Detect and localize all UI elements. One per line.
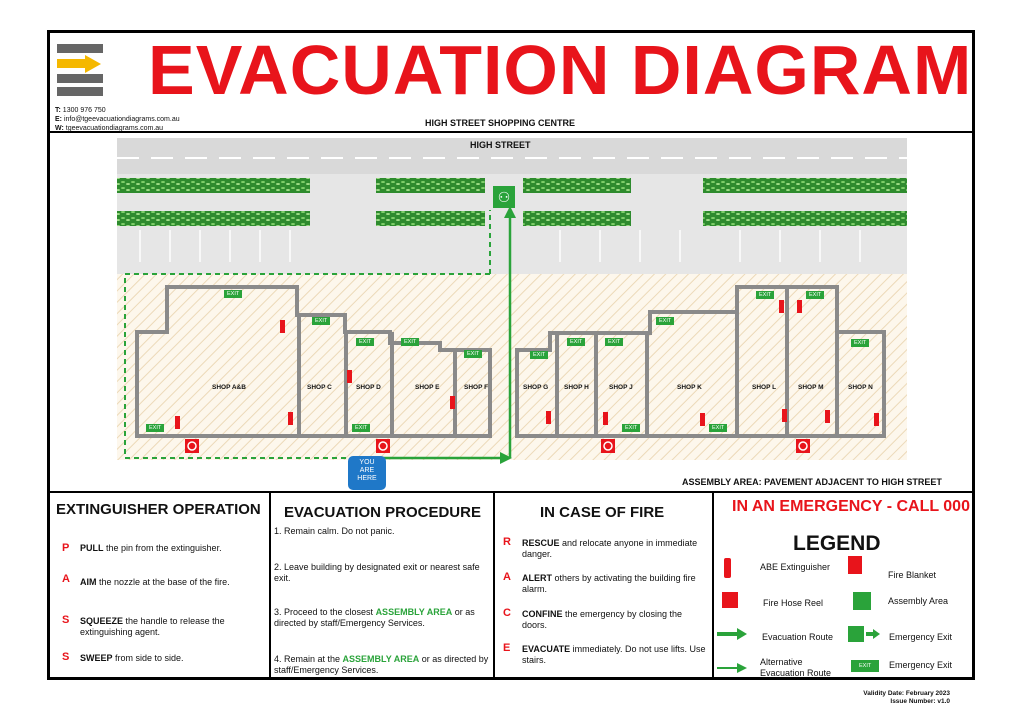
- exit-sign: EXIT: [146, 424, 165, 432]
- shop-label: SHOP L: [752, 384, 777, 391]
- evacuation-route: [368, 215, 512, 460]
- legend-abe: ABE Extinguisher: [760, 562, 831, 572]
- step-letter: R: [503, 536, 511, 548]
- legend-alt-route: Alternative Evacuation Route: [760, 657, 832, 678]
- exit-sign: EXIT: [806, 291, 825, 299]
- step-letter: P: [62, 542, 70, 554]
- exit-sign: EXIT: [401, 338, 420, 346]
- emergency-call: IN AN EMERGENCY - CALL 000: [732, 498, 970, 515]
- fire-step: ALERT others by activating the building …: [522, 573, 696, 594]
- diagram-frame: [47, 30, 975, 680]
- fire-step: CONFINE the emergency by closing the doo…: [522, 609, 683, 630]
- header-divider: [47, 131, 975, 133]
- fire-step: RESCUE and relocate anyone in immediate …: [522, 538, 698, 559]
- svg-text:⚇: ⚇: [498, 190, 511, 206]
- legend-exit-2: Emergency Exit: [889, 660, 953, 670]
- route-arrowhead: [500, 452, 512, 464]
- exit-sign: EXIT: [530, 351, 549, 359]
- step-letter: E: [503, 642, 511, 654]
- exit-sign: EXIT: [352, 424, 371, 432]
- legend-route: Evacuation Route: [762, 632, 834, 642]
- exit-sign: EXIT: [224, 290, 243, 298]
- page-title: EVACUATION DIAGRAM: [148, 31, 973, 109]
- legend-exit: Emergency Exit: [889, 632, 953, 642]
- shop-label: SHOP E: [415, 384, 440, 391]
- col-divider-1: [269, 491, 271, 680]
- exit-sign: EXIT: [622, 424, 641, 432]
- footer: Validity Date: February 2023 Issue Numbe…: [863, 690, 950, 705]
- evacuation-route-arrow-icon: [717, 628, 747, 640]
- exit-sign: EXIT: [656, 317, 675, 325]
- exit-sign: EXIT: [605, 338, 624, 346]
- emergency-exit-icon: [848, 626, 864, 642]
- shop-label: SHOP C: [307, 384, 332, 391]
- parking-lines: [139, 230, 861, 262]
- shop-label: SHOP A&B: [212, 384, 246, 391]
- exit-sign-icon: EXIT: [851, 660, 880, 672]
- extinguisher-step: PULL the pin from the extinguisher.: [80, 543, 222, 553]
- floor-plan: ⚇: [117, 138, 907, 464]
- hedges: [117, 178, 907, 226]
- step-letter: C: [503, 607, 511, 619]
- fire-hose-reel-icon: [722, 592, 738, 608]
- exit-sign: EXIT: [312, 317, 331, 325]
- contact-info: T: 1300 976 750 E: info@tgeevacuationdia…: [55, 107, 180, 132]
- shop-label: SHOP G: [523, 384, 549, 391]
- shop-label: SHOP F: [464, 384, 489, 391]
- fire-hose-reels: [185, 439, 810, 453]
- building-name: HIGH STREET SHOPPING CENTRE: [425, 118, 576, 128]
- you-are-here-marker: YOU ARE HERE: [348, 456, 386, 490]
- legend-blanket: Fire Blanket: [888, 570, 937, 580]
- procedure-step: 3. Proceed to the closest ASSEMBLY AREA …: [274, 607, 475, 628]
- assembly-area-icon: [853, 592, 871, 610]
- shop-label: SHOP K: [677, 384, 702, 391]
- abe-extinguisher-icon: [724, 558, 731, 578]
- step-letter: S: [62, 614, 70, 626]
- exit-sign: EXIT: [851, 339, 870, 347]
- route-arrowhead: [504, 206, 516, 218]
- exit-arrow-icon: [866, 629, 880, 639]
- shop-label: SHOP J: [609, 384, 633, 391]
- exit-sign: EXIT: [567, 338, 586, 346]
- step-letter: A: [503, 571, 511, 583]
- procedure-step: 1. Remain calm. Do not panic.: [274, 526, 395, 536]
- step-letter: S: [62, 651, 70, 663]
- shop-label: SHOP H: [564, 384, 589, 391]
- legend-hose: Fire Hose Reel: [763, 598, 824, 608]
- map-divider: [47, 491, 975, 493]
- exit-sign: EXIT: [756, 291, 775, 299]
- step-letter: A: [62, 573, 70, 585]
- extinguisher-step: SQUEEZE the handle to release the exting…: [80, 616, 225, 637]
- company-logo: [57, 44, 103, 96]
- alternative-route-arrow-icon: [717, 663, 747, 673]
- legend-heading: LEGEND: [793, 532, 881, 555]
- fire-heading: IN CASE OF FIRE: [540, 504, 665, 521]
- street-label: HIGH STREET: [470, 140, 531, 150]
- fire-blanket-icon: [848, 556, 862, 574]
- shop-label: SHOP D: [356, 384, 381, 391]
- assembly-area-sign: [493, 186, 515, 208]
- assembly-label: ASSEMBLY AREA: PAVEMENT ADJACENT TO HIGH…: [682, 477, 942, 487]
- shop-label: SHOP N: [848, 384, 873, 391]
- legend-assembly: Assembly Area: [888, 596, 949, 606]
- shop-label: SHOP M: [798, 384, 824, 391]
- extinguisher-step: SWEEP from side to side.: [80, 653, 184, 663]
- procedure-step: 4. Remain at the ASSEMBLY AREA or as dir…: [274, 654, 489, 675]
- fire-step: EVACUATE immediately. Do not use lifts. …: [522, 644, 706, 665]
- exit-sign: EXIT: [709, 424, 728, 432]
- procedure-step: 2. Leave building by designated exit or …: [274, 562, 480, 583]
- procedure-heading: EVACUATION PROCEDURE: [284, 504, 481, 521]
- alternative-route: [124, 210, 491, 459]
- exit-sign: EXIT: [356, 338, 375, 346]
- col-divider-2: [493, 491, 495, 680]
- col-divider-3: [712, 491, 714, 680]
- extinguisher-heading: EXTINGUISHER OPERATION: [56, 501, 261, 518]
- extinguishers: [175, 300, 879, 429]
- extinguisher-step: AIM the nozzle at the base of the fire.: [80, 577, 230, 587]
- exit-sign: EXIT: [464, 350, 483, 358]
